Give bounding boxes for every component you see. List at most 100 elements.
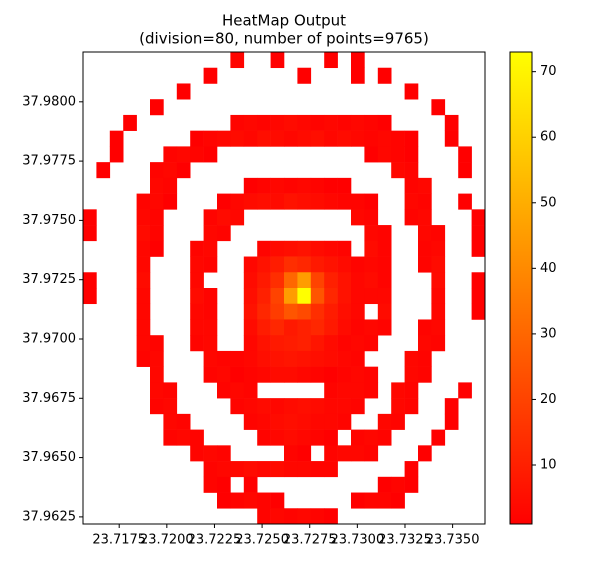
- heat-cell: [203, 445, 218, 462]
- heat-cell: [190, 445, 204, 462]
- heat-cell: [337, 272, 352, 289]
- colorbar-tick-label: 40: [540, 261, 557, 276]
- heat-cell: [351, 382, 365, 399]
- heat-cell: [418, 366, 432, 383]
- heat-cell: [190, 303, 204, 320]
- heat-cell: [217, 445, 231, 462]
- colorbar-tick-label: 70: [540, 64, 557, 79]
- heat-cell: [351, 350, 365, 367]
- heat-cell: [257, 256, 271, 273]
- heat-cell: [176, 429, 191, 446]
- heat-cell: [257, 350, 271, 367]
- heat-cell: [404, 193, 419, 210]
- y-tick-label: 37.9650: [22, 450, 76, 465]
- heat-cell: [364, 114, 379, 131]
- heat-cell: [203, 240, 218, 257]
- heat-cell: [243, 303, 258, 320]
- heat-cell: [297, 130, 312, 147]
- heat-cell: [284, 335, 298, 352]
- heat-cell: [297, 413, 312, 430]
- chart-subtitle: (division=80, number of points=9765): [139, 30, 429, 48]
- heat-cell: [230, 209, 245, 226]
- heat-cell: [284, 193, 298, 210]
- heat-cell: [324, 288, 338, 305]
- heat-cell: [176, 83, 191, 100]
- heat-cell: [431, 99, 446, 116]
- heat-cell: [391, 398, 405, 415]
- heat-cell: [190, 240, 204, 257]
- heat-cell: [270, 303, 285, 320]
- heat-cell: [257, 461, 271, 478]
- heat-cell: [203, 366, 218, 383]
- heat-cell: [351, 114, 365, 131]
- heat-cell: [364, 319, 379, 336]
- heat-cell: [324, 461, 338, 478]
- heat-cell: [377, 146, 392, 163]
- heat-cell: [324, 193, 338, 210]
- heat-cell: [324, 319, 338, 336]
- heat-cell: [404, 83, 419, 100]
- heat-cell: [163, 193, 178, 210]
- heat-cell: [310, 303, 325, 320]
- heat-cell: [364, 225, 379, 242]
- heat-cell: [136, 319, 151, 336]
- heat-cell: [351, 272, 365, 289]
- heat-cell: [418, 256, 432, 273]
- heat-cell: [431, 256, 446, 273]
- heat-cell: [190, 146, 204, 163]
- heat-cell: [83, 225, 97, 242]
- heat-cell: [284, 319, 298, 336]
- y-tick-label: 37.9625: [22, 509, 76, 524]
- heat-cell: [230, 492, 245, 509]
- heat-cell: [444, 413, 459, 430]
- colorbar-tick-label: 10: [540, 458, 557, 473]
- heat-cell: [190, 319, 204, 336]
- heat-cell: [377, 476, 392, 493]
- heat-cell: [310, 335, 325, 352]
- heat-cell: [243, 366, 258, 383]
- heat-cell: [203, 146, 218, 163]
- heat-cell: [270, 350, 285, 367]
- heat-cell: [284, 130, 298, 147]
- colorbar-tick-label: 50: [540, 195, 557, 210]
- heat-cell: [284, 350, 298, 367]
- heat-cell: [431, 272, 446, 289]
- heat-cell: [351, 429, 365, 446]
- heat-cell: [257, 492, 271, 509]
- heat-cell: [418, 319, 432, 336]
- heat-cell: [337, 350, 352, 367]
- x-tick-label: 23.7325: [378, 533, 432, 548]
- heat-cell: [418, 177, 432, 194]
- heat-cell: [203, 67, 218, 84]
- heat-cell: [150, 350, 164, 367]
- heat-cell: [217, 225, 231, 242]
- x-tick-label: 23.7250: [235, 533, 289, 548]
- heat-cell: [190, 256, 204, 273]
- heat-cell: [284, 413, 298, 430]
- heat-cell: [203, 225, 218, 242]
- heat-cell: [270, 461, 285, 478]
- heat-cell: [257, 335, 271, 352]
- heat-cell: [337, 319, 352, 336]
- heat-cell: [297, 398, 312, 415]
- heat-cell: [351, 492, 365, 509]
- heat-cell: [351, 256, 365, 273]
- heat-cell: [217, 209, 231, 226]
- colorbar: [509, 51, 533, 525]
- heat-cell: [270, 240, 285, 257]
- heat-cell: [136, 350, 151, 367]
- heat-cell: [364, 130, 379, 147]
- heat-cell: [324, 114, 338, 131]
- heat-cell: [136, 335, 151, 352]
- y-tick-label: 37.9775: [22, 154, 76, 169]
- heat-cell: [270, 413, 285, 430]
- heat-cell: [404, 461, 419, 478]
- heat-cell: [176, 162, 191, 179]
- heat-cell: [310, 130, 325, 147]
- heat-cell: [324, 272, 338, 289]
- heat-cell: [230, 350, 245, 367]
- heat-cell: [377, 429, 392, 446]
- heat-cell: [431, 240, 446, 257]
- heat-cell: [230, 382, 245, 399]
